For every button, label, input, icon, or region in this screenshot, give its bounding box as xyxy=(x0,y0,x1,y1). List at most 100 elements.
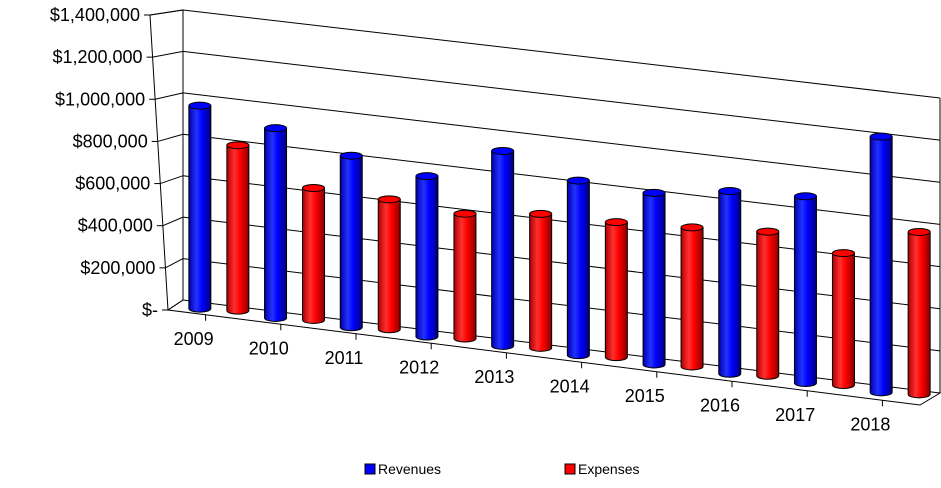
side-gridline xyxy=(155,92,184,100)
x-axis-ticks: 2009 2010 2011 2012 2013 2014 2015 2016 2017 2018 xyxy=(174,329,891,435)
bar-body xyxy=(869,136,893,397)
bar-body xyxy=(226,144,250,315)
bar-top xyxy=(756,227,780,236)
gridline xyxy=(182,9,941,99)
y-tick-label: $1,000,000 xyxy=(55,89,145,109)
bar-top xyxy=(377,195,401,204)
bar-body xyxy=(718,190,742,378)
y-tick-label: $400,000 xyxy=(78,216,153,236)
x-tick-label: 2013 xyxy=(474,367,514,387)
legend-swatch-expenses xyxy=(564,463,576,475)
bar-body xyxy=(529,213,553,352)
bar-body xyxy=(831,252,855,390)
bar-top xyxy=(453,209,477,218)
bar-top xyxy=(339,151,363,160)
bars xyxy=(188,101,931,407)
side-gridline xyxy=(149,9,184,16)
legend: Revenues Expenses xyxy=(364,461,639,477)
revenues-bar-2017 xyxy=(793,192,817,388)
legend-swatch-revenues xyxy=(364,463,376,475)
gridline xyxy=(182,133,941,225)
bar-body xyxy=(302,187,326,324)
revenues-bar-2018 xyxy=(869,132,893,397)
y-tick-label: $- xyxy=(142,300,158,320)
bar-body xyxy=(793,195,817,388)
x-tick-label: 2012 xyxy=(399,357,439,377)
y-axis-ticks: $- $200,000 $400,000 $600,000 $800,000 $1,000… xyxy=(50,5,168,320)
expenses-bar-2018 xyxy=(907,227,931,399)
expenses-bar-2012 xyxy=(453,209,477,343)
bar-body xyxy=(415,175,439,341)
gridline xyxy=(182,50,941,141)
legend-label-revenues: Revenues xyxy=(378,461,441,477)
revenues-bar-2013 xyxy=(491,146,515,350)
bar-top xyxy=(831,249,855,258)
bar-top xyxy=(188,101,212,110)
x-tick-label: 2018 xyxy=(850,414,890,434)
revenues-bar-2016 xyxy=(718,187,742,378)
gridline xyxy=(182,92,941,183)
bar-body xyxy=(377,198,401,334)
bar-body xyxy=(642,192,666,369)
bar-top xyxy=(529,209,553,218)
gridline xyxy=(182,216,941,310)
bar-body xyxy=(339,155,363,332)
bar-body xyxy=(907,231,931,399)
y-tick-label: $1,200,000 xyxy=(52,47,142,67)
x-tick-label: 2009 xyxy=(174,329,214,349)
side-gridline xyxy=(152,50,184,58)
bar-top xyxy=(415,172,439,181)
bar-body xyxy=(188,105,212,313)
x-tick-label: 2017 xyxy=(775,405,815,425)
expenses-bar-2015 xyxy=(680,223,704,371)
side-gridline xyxy=(165,258,184,269)
x-tick-label: 2014 xyxy=(550,376,590,396)
bar-top xyxy=(302,184,326,192)
revenues-bar-2012 xyxy=(415,172,439,341)
expenses-bar-2014 xyxy=(604,218,628,362)
bar-top xyxy=(718,187,742,196)
bar-top xyxy=(566,176,590,185)
x-tick-label: 2016 xyxy=(700,395,740,415)
expenses-bar-2017 xyxy=(831,249,855,390)
bar-body xyxy=(453,213,477,343)
bar-top xyxy=(604,218,628,227)
bar-top xyxy=(680,223,704,232)
revenues-bar-2015 xyxy=(642,188,666,369)
revenues-bar-2014 xyxy=(566,176,590,360)
x-tick-label: 2010 xyxy=(249,338,289,358)
expenses-bar-2009 xyxy=(226,141,250,315)
bar-top xyxy=(793,192,817,201)
bar-body xyxy=(680,226,704,371)
expenses-bar-2011 xyxy=(377,195,401,334)
side-gridline xyxy=(157,133,184,142)
expenses-bar-2010 xyxy=(302,184,326,324)
bar-body xyxy=(604,221,628,362)
y-tick-label: $200,000 xyxy=(80,258,155,278)
x-tick-label: 2015 xyxy=(625,386,665,406)
y-tick-label: $1,400,000 xyxy=(50,5,140,25)
legend-label-expenses: Expenses xyxy=(578,461,639,477)
gridline xyxy=(182,258,941,352)
side-gridline xyxy=(160,175,184,185)
bar-top xyxy=(226,141,250,150)
bar-body xyxy=(566,180,590,360)
bar-body xyxy=(756,231,780,380)
expenses-bar-2016 xyxy=(756,227,780,380)
bar-body xyxy=(491,150,515,350)
revenues-bar-2009 xyxy=(188,101,212,313)
gridline xyxy=(182,175,941,268)
revenues-bar-2011 xyxy=(339,151,363,332)
y-tick-label: $800,000 xyxy=(73,131,148,151)
bar-top xyxy=(491,146,515,155)
bar-top xyxy=(907,227,931,236)
bar-top xyxy=(642,188,666,197)
y-tick-label: $600,000 xyxy=(75,174,150,194)
revenues-bar-2010 xyxy=(264,124,288,322)
bar-top xyxy=(264,124,288,133)
x-tick-label: 2011 xyxy=(325,348,364,368)
expenses-bar-2013 xyxy=(529,209,553,352)
bar-top xyxy=(869,132,893,141)
side-gridline xyxy=(162,216,184,227)
